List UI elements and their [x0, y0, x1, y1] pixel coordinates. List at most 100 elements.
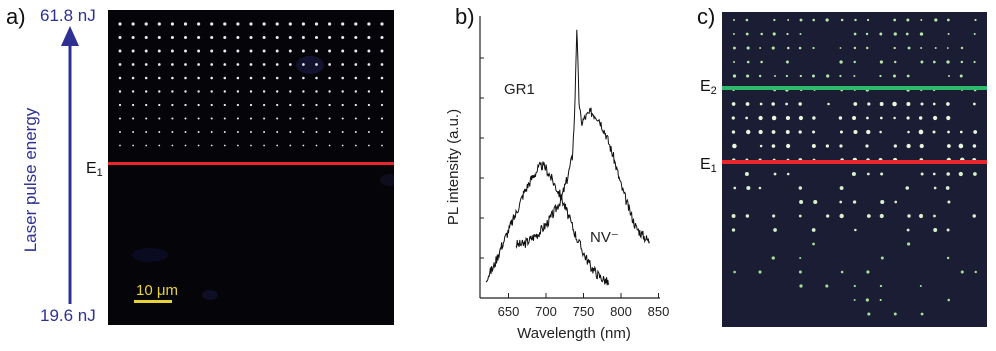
laser-spot [223, 117, 226, 120]
laser-spot [381, 144, 383, 147]
laser-spot [328, 144, 331, 147]
laser-spot [171, 76, 174, 80]
fluorescent-spot [854, 228, 857, 232]
fluorescent-spot [746, 185, 751, 191]
fluorescent-spot [893, 312, 897, 316]
scale-bar: 10 μm [134, 282, 178, 303]
fluorescent-spot [893, 18, 897, 22]
micrograph-a-artifact [296, 56, 324, 74]
laser-spot [210, 131, 213, 133]
fluorescent-spot [958, 171, 963, 177]
laser-spot [380, 22, 384, 26]
fluorescent-spot [746, 74, 750, 78]
laser-spot [210, 144, 213, 147]
laser-spot [275, 76, 279, 80]
fluorescent-spot [798, 115, 804, 121]
fluorescent-spot [945, 186, 950, 190]
laser-spot [131, 90, 135, 93]
laser-spot [262, 22, 266, 26]
laser-spot [145, 103, 148, 107]
fluorescent-spot [932, 102, 936, 106]
laser-spot [197, 90, 200, 93]
fluorescent-spot [746, 46, 750, 50]
fluorescent-spot [839, 144, 843, 148]
laser-spot [197, 63, 200, 66]
fluorescent-spot [959, 130, 963, 134]
fluorescent-spot [799, 284, 803, 288]
fluorescent-spot [880, 199, 885, 205]
fluorescent-spot [933, 186, 937, 190]
fluorescent-spot [972, 144, 977, 148]
laser-spot [118, 22, 122, 26]
laser-spot [354, 63, 358, 66]
fluorescent-spot [853, 60, 856, 64]
fluorescent-spot [731, 130, 736, 134]
laser-spot [341, 76, 344, 80]
laser-spot [144, 49, 148, 53]
fluorescent-spot [746, 60, 750, 64]
fluorescent-spot [799, 18, 803, 22]
laser-spot [250, 144, 252, 147]
fluorescent-spot [879, 213, 884, 219]
laser-spot [158, 76, 161, 80]
fluorescent-spot [918, 116, 923, 120]
fluorescent-spot [960, 46, 964, 50]
fluorescent-spot [825, 18, 829, 22]
fluorescent-spot [918, 213, 924, 219]
threshold-line-e1-c [722, 160, 987, 164]
panel-c-letter: c) [697, 4, 716, 29]
fluorescent-spot [758, 129, 763, 135]
fluorescent-spot [744, 172, 749, 176]
laser-spot [223, 35, 227, 40]
y-axis-label: PL intensity (a.u.) [445, 109, 462, 225]
fluorescent-spot [879, 116, 883, 120]
fluorescent-spot [731, 116, 735, 120]
laser-spot [276, 117, 279, 120]
laser-spot [210, 63, 214, 66]
laser-spot [210, 103, 213, 107]
laser-spot [354, 103, 357, 107]
laser-spot [197, 131, 200, 133]
fluorescent-spot [973, 102, 976, 106]
fluorescent-spot [798, 186, 803, 190]
laser-spot [236, 90, 240, 93]
panel-c-e2-main: E [700, 78, 711, 95]
laser-spot [380, 117, 384, 120]
fluorescent-spot [759, 47, 762, 49]
laser-spot [341, 35, 345, 40]
fluorescent-spot [879, 130, 882, 134]
fluorescent-spot [839, 200, 843, 204]
laser-spot [118, 49, 122, 53]
fluorescent-spot [838, 116, 843, 120]
laser-spot [289, 117, 292, 120]
fluorescent-spot [973, 32, 976, 36]
axis-label-laser-energy: Laser pulse energy [21, 107, 40, 253]
laser-spot [302, 144, 305, 147]
fluorescent-spot [946, 60, 950, 64]
laser-spot [302, 117, 305, 120]
laser-spot [184, 131, 187, 133]
fluorescent-spot [798, 46, 802, 50]
fluorescent-spot [745, 116, 748, 120]
fluorescent-spot [906, 116, 910, 120]
laser-spot [380, 76, 384, 80]
panel-c-e2-label: E2 [700, 78, 717, 97]
fluorescent-spot [933, 60, 936, 64]
fluorescent-spot [933, 214, 936, 218]
fluorescent-spot [894, 60, 897, 64]
fluorescent-spot [894, 200, 898, 204]
laser-spot [118, 76, 122, 80]
laser-spot [210, 76, 213, 80]
panel-c-e1-main: E [700, 156, 711, 173]
fluorescent-spot [946, 144, 951, 148]
fluorescent-spot [866, 214, 871, 218]
fluorescent-spot [920, 47, 923, 49]
laser-spot [315, 131, 318, 133]
fluorescent-spot [799, 200, 804, 204]
energy-max-label: 61.8 nJ [40, 6, 96, 25]
fluorescent-spot [853, 74, 856, 78]
laser-spot [223, 49, 227, 53]
fluorescent-spot [906, 18, 910, 22]
fluorescent-spot [932, 130, 936, 134]
laser-spot [250, 131, 252, 133]
